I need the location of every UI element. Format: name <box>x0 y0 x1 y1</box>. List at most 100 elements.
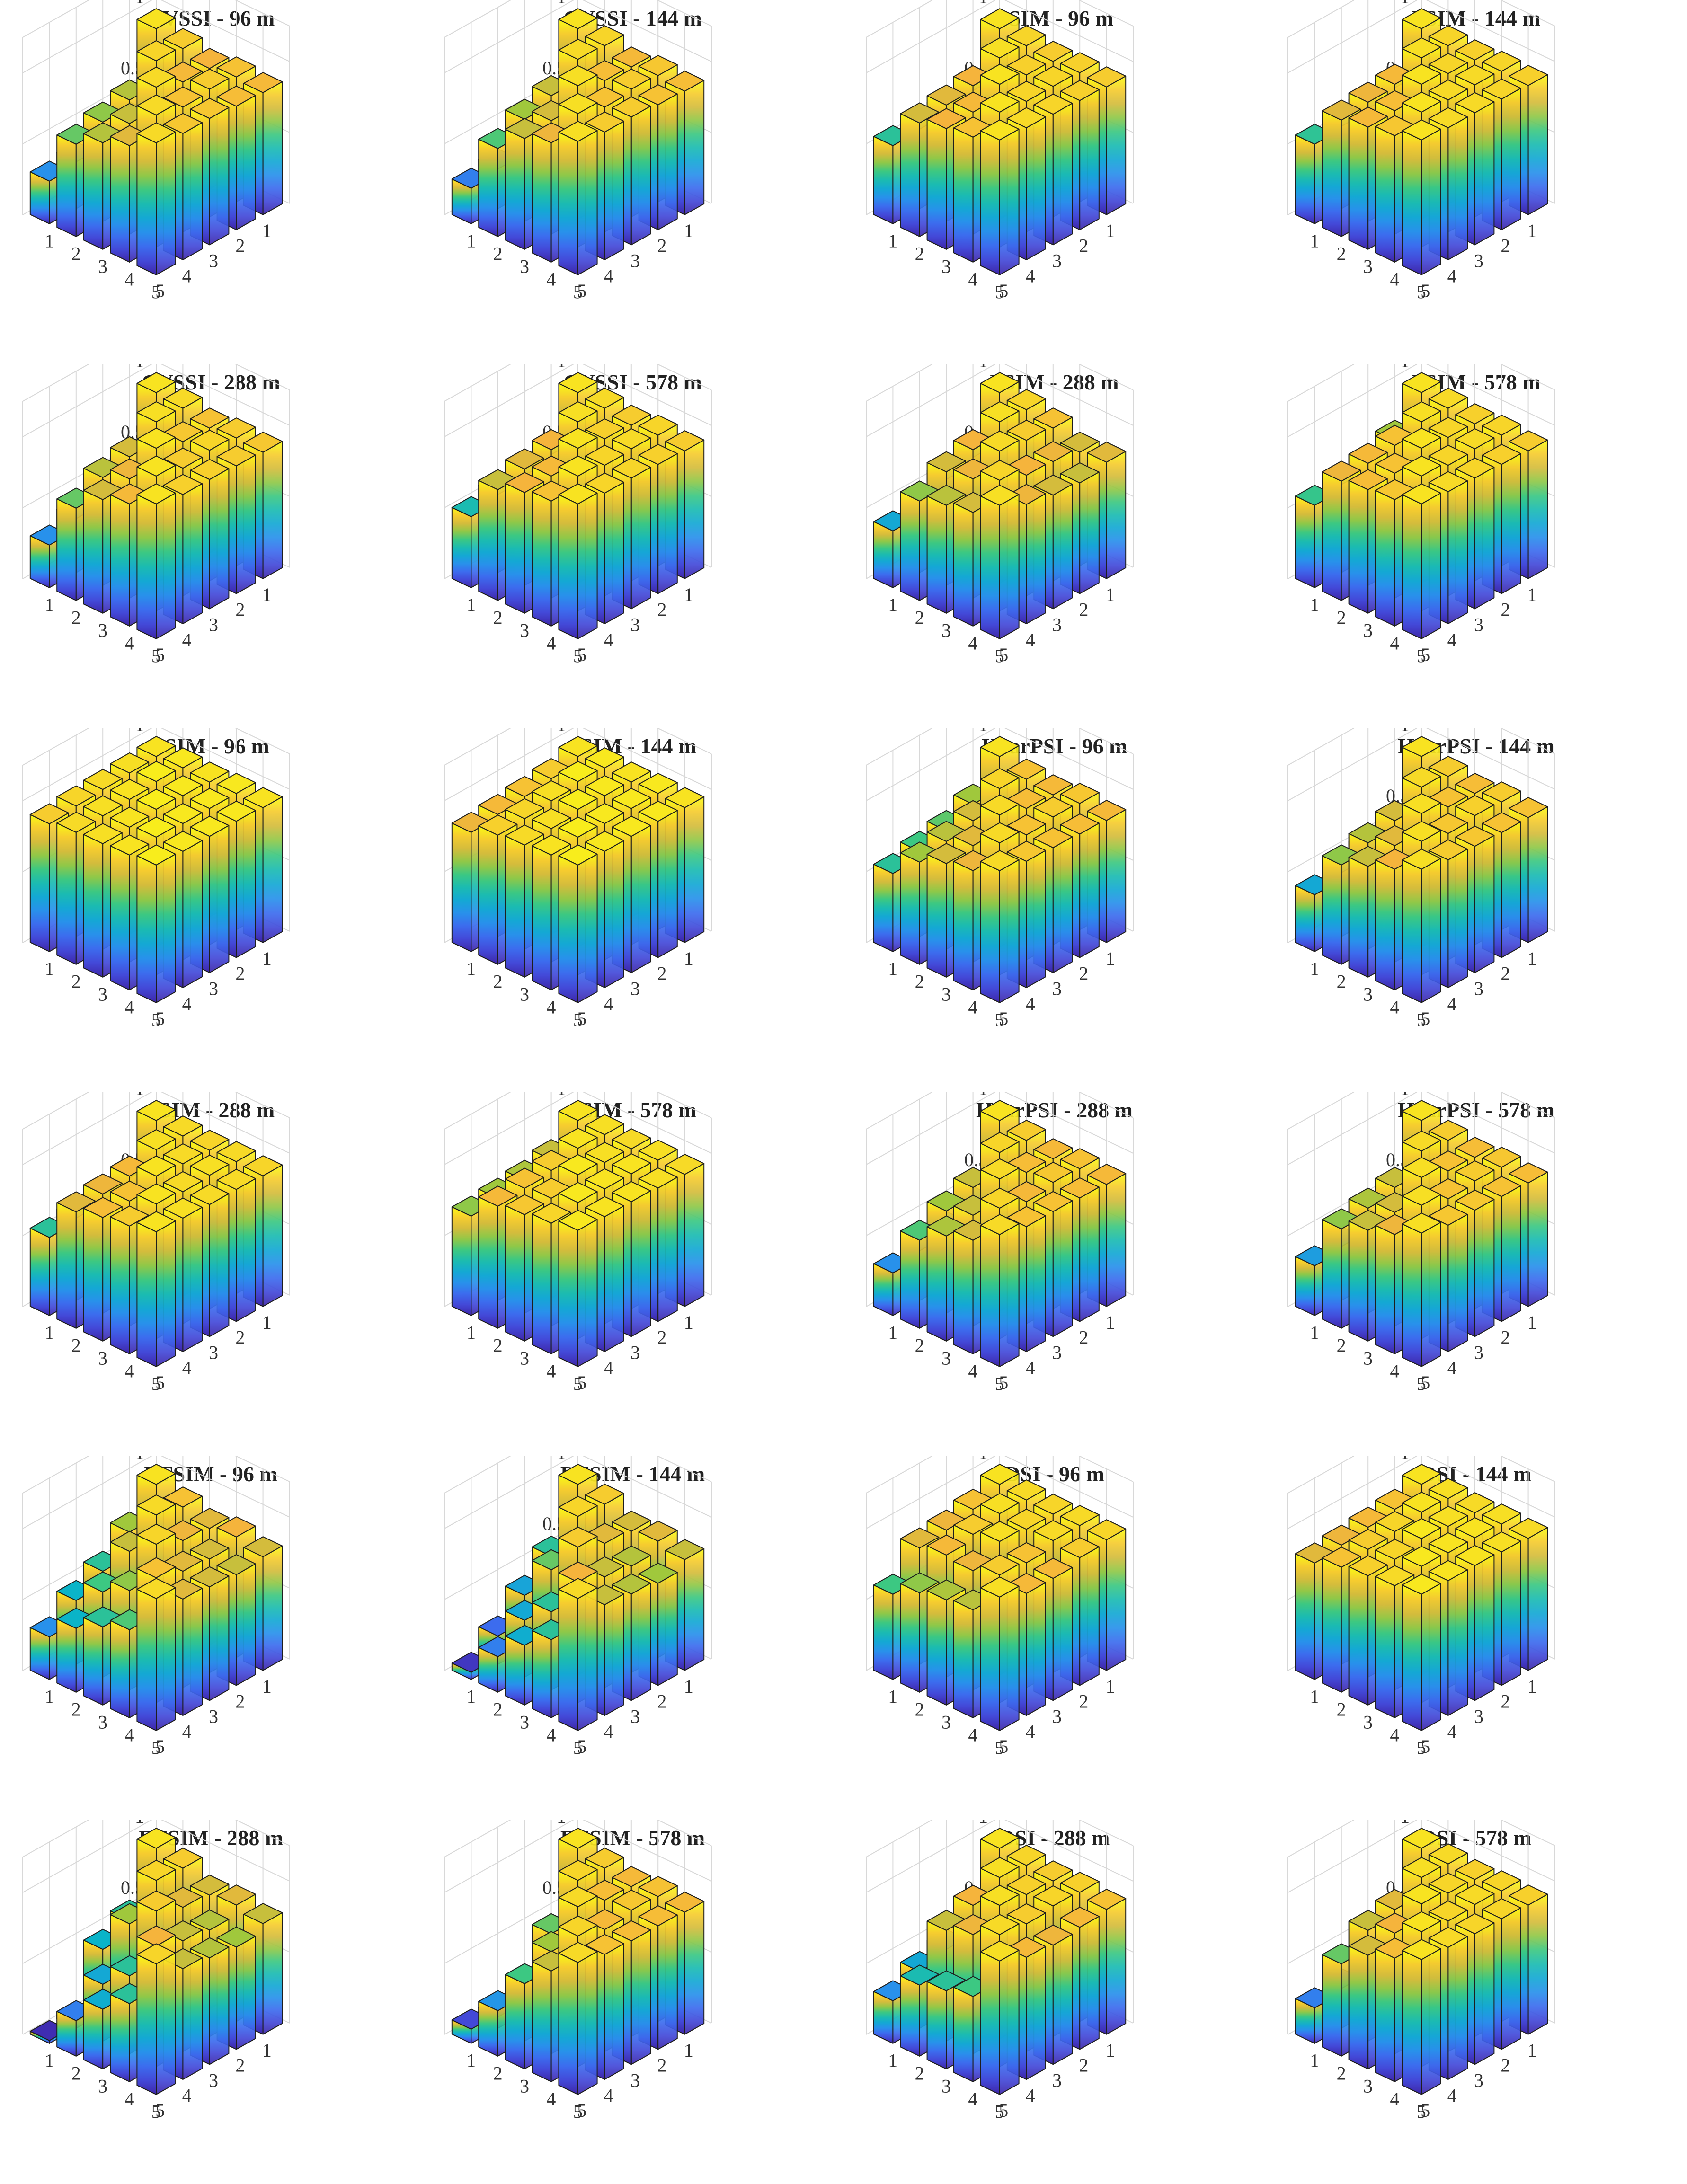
row-tick-label: 2 <box>1501 599 1510 620</box>
bar3d-plot: 00.511234512345 <box>866 1456 1134 1759</box>
row-tick-label: 1 <box>262 1312 272 1333</box>
row-tick-label: 4 <box>1447 2085 1457 2106</box>
col-tick-label: 4 <box>1390 1361 1399 1382</box>
row-tick-label: 4 <box>1447 993 1457 1014</box>
bar <box>1402 1574 1441 1731</box>
row-tick-label: 2 <box>235 599 245 620</box>
row-tick-label: 1 <box>1106 220 1115 241</box>
z-tick-label: 1 <box>1400 728 1410 735</box>
bars-group <box>29 372 283 639</box>
bar <box>980 1214 1020 1367</box>
row-tick-label: 5 <box>155 2100 165 2121</box>
col-tick-label: 1 <box>888 230 897 252</box>
bar3d-plot: 00.511234512345 <box>444 1820 712 2122</box>
col-tick-label: 3 <box>98 1348 107 1369</box>
row-tick-label: 1 <box>684 220 693 241</box>
col-tick-label: 1 <box>888 1686 897 1707</box>
row-tick-label: 4 <box>604 265 613 286</box>
row-tick-label: 2 <box>657 2055 666 2076</box>
bar <box>136 122 176 275</box>
col-tick-label: 3 <box>1363 1712 1373 1733</box>
bar3d-plot: 00.511234512345 <box>22 1456 290 1759</box>
col-tick-label: 1 <box>466 1322 476 1344</box>
row-tick-label: 3 <box>630 1342 640 1363</box>
row-tick-label: 3 <box>630 2070 640 2091</box>
z-tick-label: 1 <box>978 728 988 735</box>
col-tick-label: 2 <box>493 243 503 265</box>
row-tick-label: 2 <box>235 963 245 984</box>
bar3d-plot: 00.511234512345 <box>22 364 290 667</box>
chart-panel: PSIM - 144 m00.511234512345 <box>1265 0 1687 364</box>
row-tick-label: 1 <box>262 2040 272 2061</box>
row-tick-label: 3 <box>1474 978 1483 999</box>
bars-group <box>1295 1464 1548 1731</box>
bar3d-plot: 00.511234512345 <box>1287 0 1555 303</box>
row-tick-label: 2 <box>1079 2055 1088 2076</box>
col-tick-label: 2 <box>71 243 81 265</box>
col-tick-label: 2 <box>1337 2063 1346 2084</box>
col-tick-label: 1 <box>44 958 54 980</box>
col-tick-label: 5 <box>151 1373 161 1395</box>
z-tick-label: 1 <box>135 1820 144 1827</box>
bar <box>1402 1939 1441 2095</box>
bar3d-plot: 00.511234512345 <box>444 0 712 303</box>
row-tick-label: 2 <box>235 1691 245 1712</box>
col-tick-label: 3 <box>1363 620 1373 641</box>
bar <box>110 1205 150 1354</box>
col-tick-label: 3 <box>520 1348 529 1369</box>
row-tick-label: 3 <box>1052 2070 1062 2091</box>
row-tick-label: 2 <box>657 1691 666 1712</box>
bars-group <box>451 372 705 639</box>
row-tick-label: 4 <box>182 1721 192 1742</box>
col-tick-label: 3 <box>98 984 107 1005</box>
chart-panel: SSIM - 578 m00.511234512345 <box>422 1092 844 1456</box>
row-tick-label: 5 <box>1421 644 1430 665</box>
row-tick-label: 1 <box>1527 1676 1537 1697</box>
chart-panel: HaarPSI - 288 m00.511234512345 <box>844 1092 1265 1456</box>
bars-group <box>451 1464 705 1731</box>
row-tick-label: 1 <box>262 1676 272 1697</box>
col-tick-label: 5 <box>151 1009 161 1031</box>
col-tick-label: 3 <box>98 1712 107 1733</box>
col-tick-label: 5 <box>573 645 583 667</box>
col-tick-label: 4 <box>124 1724 134 1746</box>
col-tick-label: 2 <box>493 607 503 628</box>
row-tick-label: 5 <box>999 280 1008 301</box>
row-tick-label: 5 <box>577 2100 586 2121</box>
row-tick-label: 3 <box>209 1342 218 1363</box>
row-tick-label: 4 <box>182 265 192 286</box>
bar <box>136 483 176 639</box>
bars-group <box>1295 1100 1548 1367</box>
col-tick-label: 5 <box>573 282 583 303</box>
col-tick-label: 3 <box>98 620 107 641</box>
row-tick-label: 5 <box>1421 280 1430 301</box>
col-tick-label: 5 <box>573 1737 583 1759</box>
z-tick-label: 1 <box>978 1092 988 1099</box>
bar3d-plot: 00.511234512345 <box>22 0 290 303</box>
col-tick-label: 2 <box>1337 971 1346 992</box>
chart-panel: PSIM - 578 m00.511234512345 <box>1265 364 1687 728</box>
chart-panel: CVSSI - 144 m00.511234512345 <box>422 0 844 364</box>
z-tick-label: 1 <box>1400 1456 1410 1463</box>
bar3d-plot: 00.511234512345 <box>1287 1092 1555 1395</box>
row-tick-label: 3 <box>209 978 218 999</box>
col-tick-label: 3 <box>1363 2076 1373 2097</box>
bars-group <box>451 1828 705 2095</box>
col-tick-label: 4 <box>968 269 977 290</box>
row-tick-label: 4 <box>604 1357 613 1378</box>
col-tick-label: 3 <box>520 984 529 1005</box>
z-tick-label: 1 <box>978 364 988 371</box>
z-tick-label: 1 <box>978 1456 988 1463</box>
col-tick-label: 5 <box>151 282 161 303</box>
bar <box>136 1211 176 1367</box>
row-tick-label: 1 <box>1106 2040 1115 2061</box>
col-tick-label: 2 <box>915 1699 924 1720</box>
col-tick-label: 1 <box>1310 2050 1319 2071</box>
col-tick-label: 5 <box>573 1373 583 1395</box>
z-tick-label: 1 <box>135 0 144 8</box>
col-tick-label: 1 <box>888 2050 897 2071</box>
z-tick-label: 1 <box>1400 1820 1410 1827</box>
col-tick-label: 3 <box>941 620 951 641</box>
chart-panel: RFSIM - 144 m00.511234512345 <box>422 1456 844 1820</box>
